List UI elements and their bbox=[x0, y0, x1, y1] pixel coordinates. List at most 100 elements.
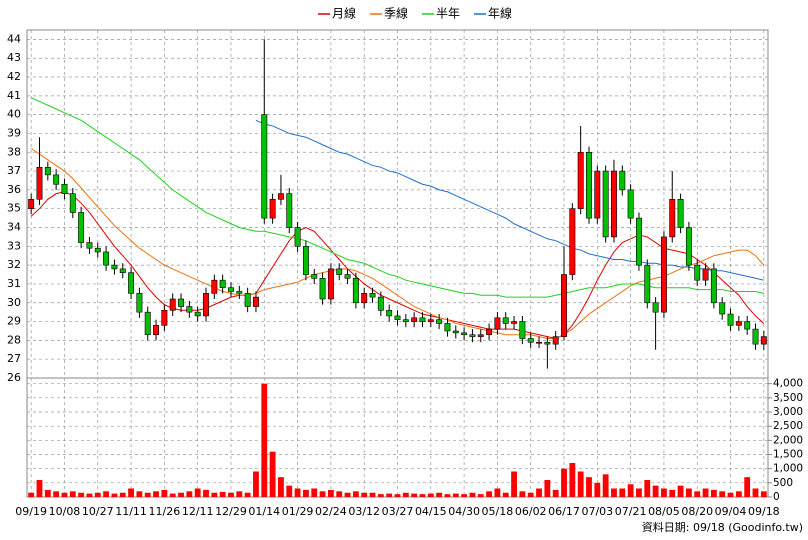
x-tick-label: 01/29 bbox=[282, 505, 314, 518]
candle-body bbox=[136, 293, 143, 313]
volume-bar bbox=[44, 489, 51, 497]
volume-bar bbox=[78, 492, 85, 497]
candle-body bbox=[402, 319, 409, 322]
y-tick-label: 37 bbox=[7, 164, 21, 177]
candle-body bbox=[469, 334, 476, 337]
volume-bar bbox=[311, 488, 318, 497]
candle-body bbox=[44, 167, 51, 176]
volume-bar bbox=[269, 451, 276, 497]
volume-bar bbox=[402, 492, 409, 497]
candle-body bbox=[477, 334, 484, 337]
volume-bar bbox=[727, 492, 734, 497]
candle-body bbox=[28, 198, 35, 210]
volume-bar bbox=[244, 492, 251, 497]
volume-bar bbox=[519, 491, 526, 497]
volume-bar bbox=[444, 494, 451, 497]
candle-body bbox=[53, 174, 60, 185]
candle-body bbox=[261, 114, 268, 219]
volume-bar bbox=[161, 489, 168, 497]
volume-bar bbox=[469, 492, 476, 497]
candle-body bbox=[302, 246, 309, 275]
candle-body bbox=[144, 311, 151, 336]
x-tick-label: 12/29 bbox=[215, 505, 247, 518]
candle-body bbox=[186, 306, 193, 313]
volume-bar bbox=[652, 485, 659, 497]
x-tick-label: 01/14 bbox=[248, 505, 280, 518]
volume-bar bbox=[611, 488, 617, 497]
ma-line bbox=[30, 97, 764, 298]
volume-bar bbox=[278, 477, 284, 497]
candle-body bbox=[702, 268, 709, 281]
candle-body bbox=[211, 279, 218, 294]
volume-bar bbox=[394, 494, 401, 497]
volume-bar bbox=[28, 492, 35, 497]
candle-body bbox=[153, 325, 160, 336]
x-tick-label: 09/19 bbox=[15, 505, 47, 518]
volume-bar bbox=[744, 477, 751, 497]
volume-bar bbox=[352, 491, 359, 497]
footnote: 資料日期: 09/18 (Goodinfo.tw) bbox=[642, 520, 803, 534]
candle-body bbox=[78, 212, 85, 243]
volume-bar bbox=[211, 492, 218, 497]
x-tick-label: 03/12 bbox=[348, 505, 380, 518]
candle-body bbox=[586, 151, 592, 219]
candle-body bbox=[536, 341, 543, 344]
x-tick-label: 09/18 bbox=[748, 505, 780, 518]
volume-bar bbox=[219, 491, 226, 497]
legend-label: 年線 bbox=[488, 6, 512, 21]
volume-bar bbox=[411, 493, 418, 497]
volume-bar bbox=[119, 492, 126, 497]
y2-tick-label: 3,000 bbox=[773, 406, 803, 418]
volume-bar bbox=[427, 493, 434, 497]
candle-body bbox=[369, 293, 376, 298]
candle-body bbox=[36, 167, 43, 200]
volume-bar bbox=[294, 488, 301, 497]
volume-bar bbox=[386, 493, 393, 497]
candle-body bbox=[677, 198, 684, 228]
y2-tick-label: 0 bbox=[773, 491, 780, 503]
volume-bar bbox=[536, 488, 542, 497]
candle-body bbox=[452, 330, 459, 334]
volume-bar bbox=[419, 494, 426, 497]
y-tick-label: 30 bbox=[7, 296, 21, 309]
candle-body bbox=[752, 328, 759, 345]
y-tick-label: 26 bbox=[7, 371, 21, 384]
x-tick-label: 06/02 bbox=[515, 505, 547, 518]
candle-body bbox=[252, 296, 259, 307]
candle-body bbox=[111, 264, 118, 270]
candle-body bbox=[461, 332, 468, 336]
volume-bar bbox=[502, 492, 509, 497]
volume-bar bbox=[636, 488, 642, 497]
y2-tick-label: 2,500 bbox=[773, 420, 803, 432]
candle-body bbox=[286, 193, 293, 228]
candle-body bbox=[694, 264, 701, 281]
candle-body bbox=[436, 319, 443, 324]
candle-body bbox=[619, 170, 626, 191]
volume-bar bbox=[627, 484, 634, 497]
ma-line bbox=[255, 119, 764, 281]
legend-label: 半年 bbox=[436, 7, 460, 21]
y-tick-label: 33 bbox=[7, 239, 21, 252]
candle-body bbox=[178, 298, 184, 307]
volume-bar bbox=[552, 489, 559, 497]
x-tick-label: 11/26 bbox=[149, 505, 181, 518]
candle-body bbox=[544, 341, 551, 345]
y-tick-label: 34 bbox=[7, 221, 21, 234]
volume-bar bbox=[661, 488, 667, 497]
volume-bar bbox=[236, 491, 243, 497]
volume-bar bbox=[36, 480, 43, 497]
x-tick-label: 08/05 bbox=[648, 505, 680, 518]
volume-bar bbox=[128, 488, 134, 497]
volume-bar bbox=[344, 492, 351, 497]
x-tick-label: 02/24 bbox=[315, 505, 347, 518]
y2-tick-label: 1,500 bbox=[773, 449, 803, 461]
plot-frame bbox=[26, 29, 769, 498]
volume-bar bbox=[86, 493, 93, 497]
candle-body bbox=[244, 293, 251, 307]
candle-body bbox=[128, 272, 135, 294]
candle-body bbox=[69, 193, 76, 213]
y2-tick-label: 1,000 bbox=[773, 463, 803, 475]
candle-body bbox=[602, 170, 609, 238]
volume-bar bbox=[677, 485, 684, 497]
